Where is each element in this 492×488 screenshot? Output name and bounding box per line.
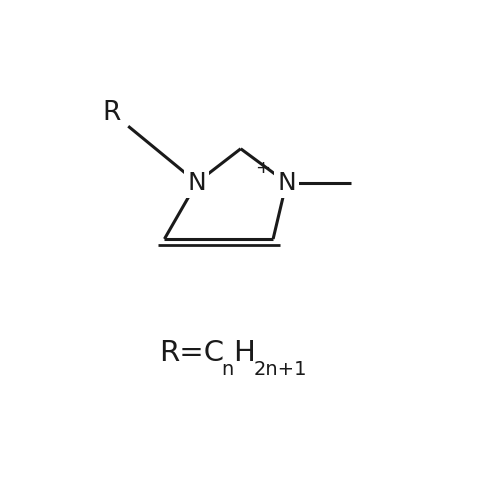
Text: n: n	[221, 360, 234, 379]
Text: R=C: R=C	[159, 339, 224, 367]
Text: 2n+1: 2n+1	[253, 360, 307, 379]
Text: N: N	[277, 171, 296, 195]
Text: N: N	[187, 171, 206, 195]
Text: R: R	[102, 100, 120, 126]
Text: +: +	[255, 159, 270, 177]
Text: H: H	[233, 339, 255, 367]
